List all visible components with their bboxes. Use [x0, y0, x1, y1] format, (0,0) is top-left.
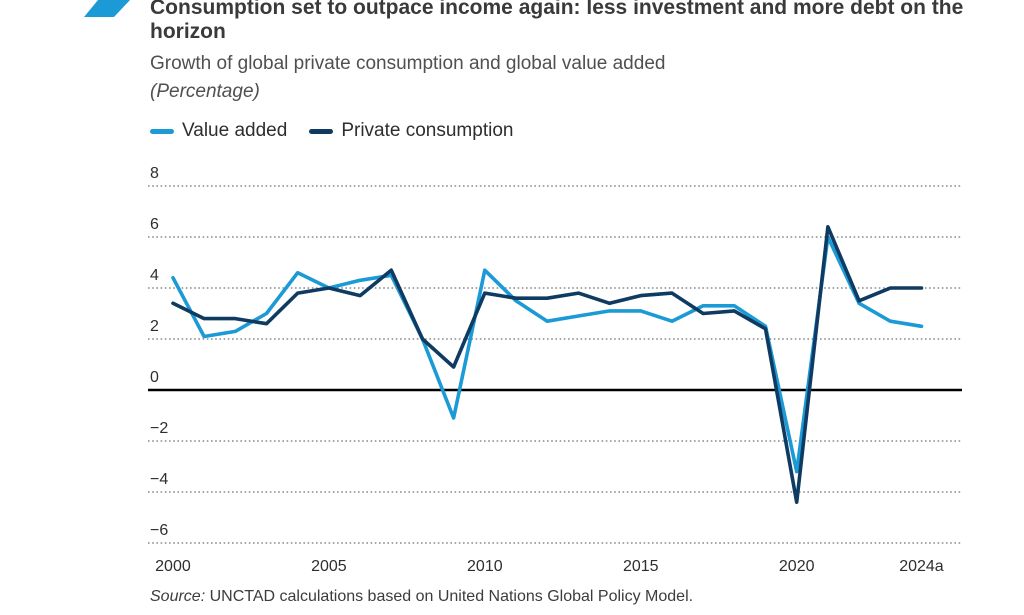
chart-title: Consumption set to outpace income again:…	[150, 0, 964, 43]
unit-label: (Percentage)	[150, 81, 260, 102]
series-line-value-added	[171, 235, 924, 474]
series-line-private-consumption	[171, 225, 924, 505]
value-added-swatch	[150, 128, 174, 134]
gridlines	[148, 185, 962, 544]
source-text: UNCTAD calculations based on United Nati…	[205, 588, 694, 605]
legend-label-value-added: Value added	[182, 120, 288, 141]
y-tick-label: 2	[150, 318, 159, 335]
x-tick-label: 2010	[467, 558, 503, 575]
private-consumption-swatch	[309, 128, 334, 134]
source-note: Source: UNCTAD calculations based on Uni…	[150, 588, 693, 606]
y-tick-label: −2	[150, 420, 168, 437]
brand-corner-mark	[84, 0, 130, 17]
y-axis-ticks: −6 −4 −2 0 2 4 6 8	[150, 165, 168, 539]
x-tick-label: 2000	[155, 558, 191, 575]
source-label: Source:	[150, 588, 206, 605]
y-tick-label: 8	[150, 165, 159, 182]
chart-subtitle: Growth of global private consumption and…	[150, 53, 666, 74]
x-tick-label: 2015	[623, 558, 659, 575]
series-lines	[171, 225, 924, 505]
x-tick-label: 2020	[779, 558, 815, 575]
legend: Value added Private consumption	[150, 120, 535, 142]
y-tick-label: −6	[150, 522, 168, 539]
y-tick-label: 4	[150, 267, 159, 284]
legend-label-private-consumption: Private consumption	[341, 120, 514, 141]
y-tick-label: 0	[150, 369, 159, 386]
legend-item-value-added: Value added	[150, 120, 287, 142]
legend-item-private-consumption: Private consumption	[309, 120, 513, 142]
x-tick-label: 2005	[311, 558, 347, 575]
x-axis-ticks: 2000 2005 2010 2015 2020 2024a	[155, 558, 944, 575]
x-tick-label: 2024a	[899, 558, 944, 575]
y-tick-label: −4	[150, 471, 168, 488]
y-tick-label: 6	[150, 216, 159, 233]
